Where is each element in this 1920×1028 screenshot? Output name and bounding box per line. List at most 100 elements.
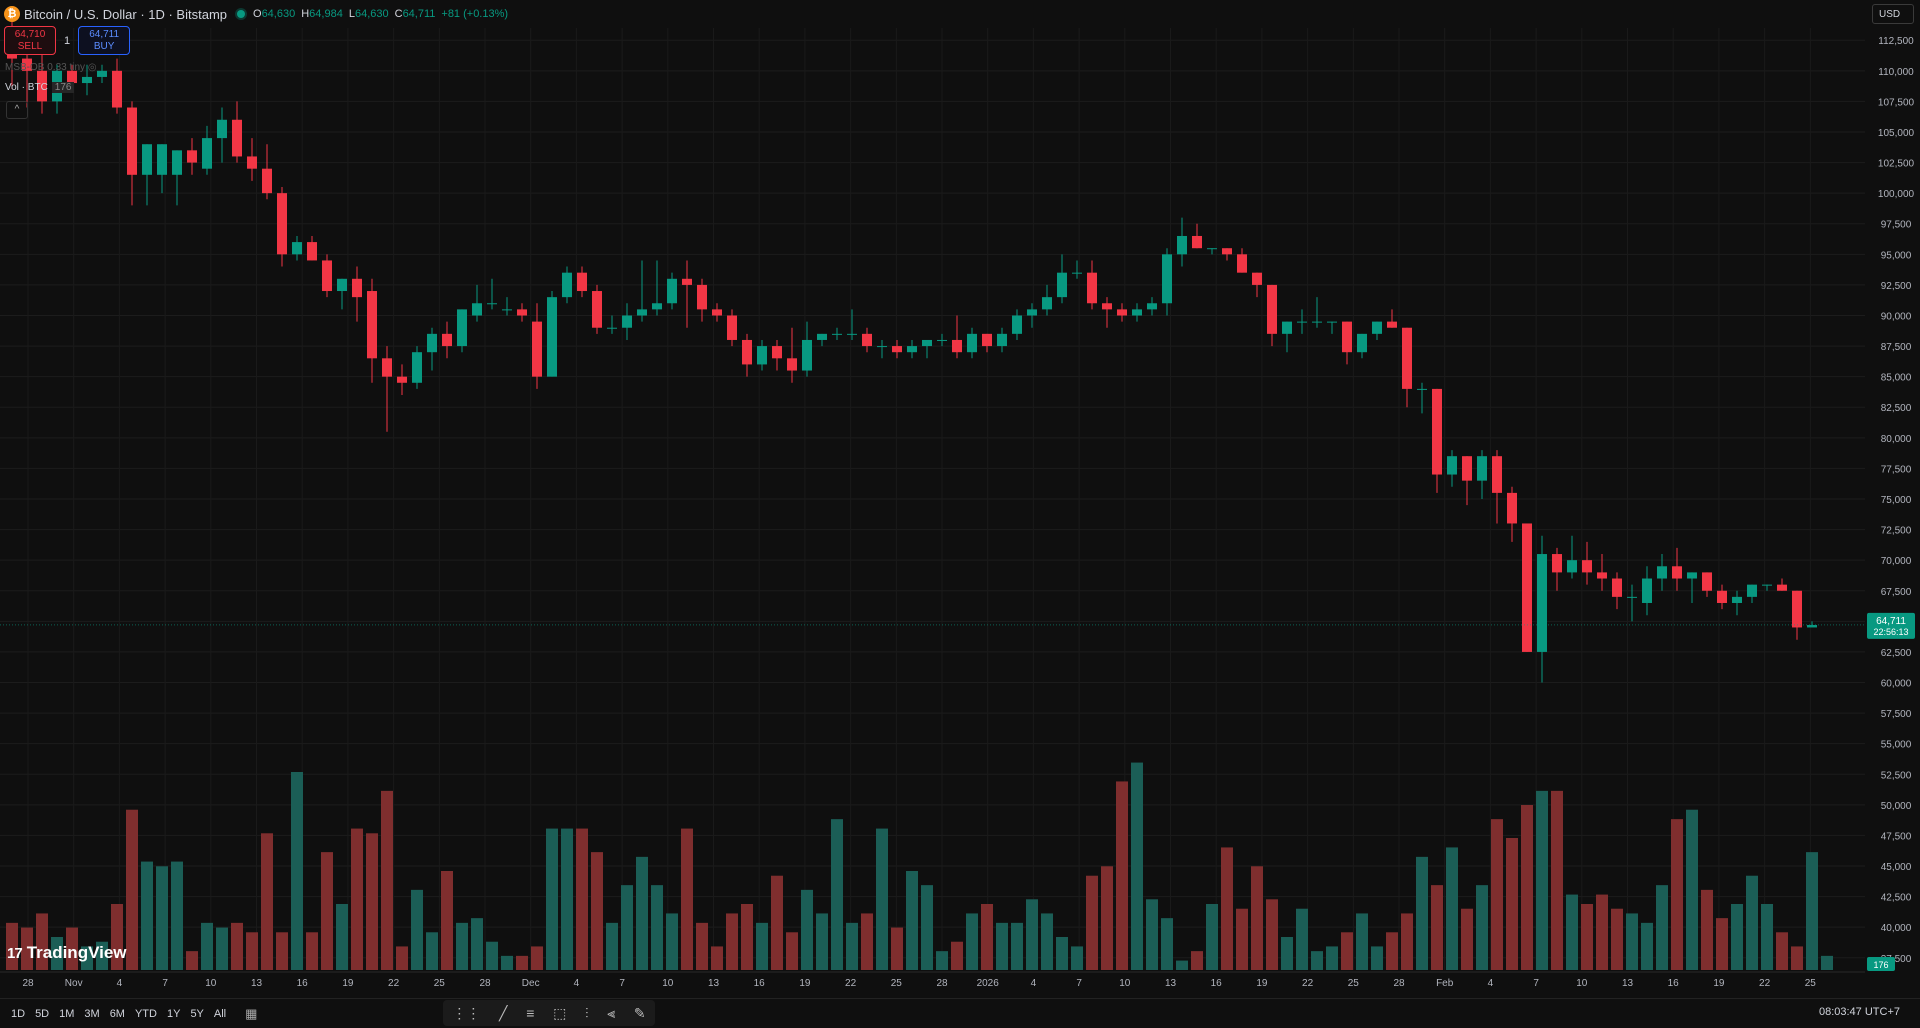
calendar-icon[interactable]: ▦ [245,1005,258,1021]
timeframe-1y[interactable]: 1Y [166,1007,181,1020]
volume-bar [231,922,243,970]
volume-bar [1626,913,1638,970]
time-tick-label: 4 [117,978,123,989]
candle [547,291,557,377]
volume-bar [1476,885,1488,970]
time-tick-label: Nov [65,978,83,989]
timeframe-5d[interactable]: 5D [35,1007,50,1020]
volume-bar [576,828,588,970]
candle [967,327,977,359]
trend-line-icon[interactable]: ╱ [499,1004,508,1021]
volume-bar [1791,946,1803,970]
candle [1297,309,1307,334]
time-tick-label: 22 [1302,978,1314,989]
brush-icon[interactable]: ✎ [633,1004,646,1021]
time-tick-label: 7 [619,978,625,989]
candle [532,303,542,389]
time-tick-label: 16 [754,978,766,989]
timeframe-1m[interactable]: 1M [59,1007,75,1020]
volume-bar [711,946,723,970]
volume-bar [351,828,363,970]
candle [1522,523,1532,652]
collapse-legend-button[interactable]: ^ [6,101,28,119]
volume-bar [666,913,678,970]
volume-bar [546,828,558,970]
volume-bar [51,937,63,970]
price-tick-label: 52,500 [1881,770,1912,781]
candle [622,303,632,340]
time-tick-label: 25 [1348,978,1360,989]
volume-bars [6,762,1833,970]
volume-bar [1221,847,1233,970]
price-tick-label: 42,500 [1881,893,1912,904]
time-tick-label: 4 [574,978,580,989]
time-tick-label: 19 [799,978,811,989]
candle [787,327,797,383]
candle [907,339,917,359]
time-tick-label: 4 [1031,978,1037,989]
volume-bar [1341,932,1353,970]
drag-handle-icon[interactable]: ⋮⋮ [452,1004,481,1021]
candle [1177,217,1187,267]
candle [472,284,482,322]
candle [922,339,932,359]
volume-bar [381,790,393,970]
candle [277,187,287,267]
volume-bar [1461,908,1473,970]
sell-button[interactable]: 64,710 SELL [4,26,56,55]
horizontal-lines-icon[interactable]: ≡ [526,1005,535,1021]
price-tick-label: 55,000 [1881,740,1912,751]
pitchfork-icon[interactable]: ⫷ [607,1004,616,1021]
fib-tool-icon[interactable]: ⫶ [585,1004,589,1021]
candle [487,278,497,310]
price-tick-label: 80,000 [1881,434,1912,445]
volume-bar [426,932,438,970]
candle [1117,303,1127,322]
order-quantity[interactable]: 1 [64,34,71,47]
volume-bar [1161,918,1173,970]
price-tick-label: 92,500 [1881,281,1912,292]
candle [1507,486,1517,542]
timeframe-1d[interactable]: 1D [11,1007,26,1020]
candle [652,260,662,316]
last-price-label: 64,711 [1876,616,1906,627]
candle [217,107,227,163]
msb-indicator-legend[interactable]: MSB-OB 0.33 tiny ◎ [5,62,97,73]
volume-bar [486,941,498,970]
candle [502,297,512,316]
candle [1462,456,1472,506]
timeframe-3m[interactable]: 3M [84,1007,100,1020]
time-tick-label: Feb [1436,978,1454,989]
candle [1777,578,1787,591]
candle [637,260,647,322]
currency-button[interactable]: USD [1872,4,1914,24]
buy-button[interactable]: 64,711 BUY [78,26,131,55]
candle [157,144,167,194]
volume-bar [816,913,828,970]
candle [37,52,47,114]
symbol-title[interactable]: Bitcoin / U.S. Dollar · 1D · Bitstamp [24,6,227,22]
drawing-tools: ⋮⋮ ╱ ≡ ⬚ ⫶ ⫷ ✎ [443,1000,655,1026]
volume-bar [1521,805,1533,970]
volume-bar [1401,913,1413,970]
timeframe-6m[interactable]: 6M [109,1007,125,1020]
volume-bar [21,927,33,970]
candle [1252,272,1262,298]
candle [22,46,32,108]
timeframe-5y[interactable]: 5Y [190,1007,204,1020]
candle [697,278,707,322]
volume-bar [1266,899,1278,970]
rectangle-icon[interactable]: ⬚ [553,1004,567,1021]
volume-indicator-legend[interactable]: Vol · BTC 176 [5,82,75,93]
timeframe-ytd[interactable]: YTD [134,1007,157,1020]
clock[interactable]: 08:03:47 UTC+7 [1818,1006,1900,1018]
volume-bar [1761,904,1773,970]
price-tick-label: 85,000 [1881,373,1912,384]
candle [82,64,92,96]
volume-bar [891,927,903,970]
eye-hidden-icon[interactable]: ◎ [87,62,97,73]
timeframe-all[interactable]: All [213,1007,227,1020]
tradingview-logo[interactable]: 17 TradingView [7,943,127,963]
